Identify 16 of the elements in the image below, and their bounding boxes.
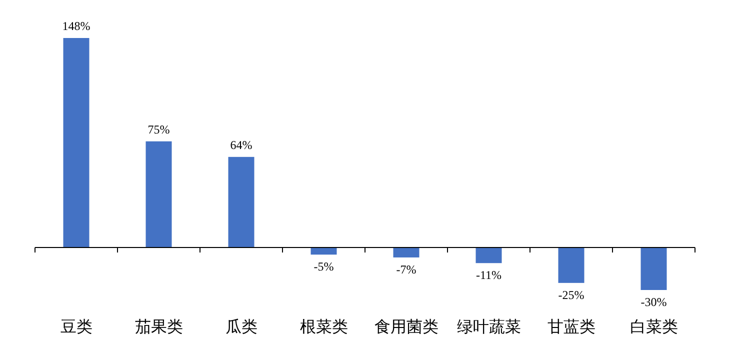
data-label: 75% bbox=[148, 122, 170, 136]
x-tick-label: 食用菌类 bbox=[374, 318, 438, 336]
data-label: -5% bbox=[314, 260, 334, 274]
x-tick-label: 白菜类 bbox=[630, 318, 678, 336]
x-tick-label: 茄果类 bbox=[134, 318, 183, 336]
data-label: 64% bbox=[230, 138, 252, 152]
data-label: -7% bbox=[396, 262, 416, 276]
x-tick-label: 豆类 bbox=[60, 318, 92, 336]
x-tick-label: 瓜类 bbox=[225, 318, 258, 336]
data-label: -25% bbox=[558, 288, 584, 302]
data-label: -30% bbox=[640, 295, 667, 309]
x-tick-label: 根菜类 bbox=[300, 318, 348, 336]
x-tick-label: 绿叶蔬菜 bbox=[456, 318, 521, 336]
x-tick-label: 甘蓝类 bbox=[547, 318, 596, 336]
data-label: -11% bbox=[476, 268, 502, 282]
data-label: 148% bbox=[62, 19, 90, 33]
